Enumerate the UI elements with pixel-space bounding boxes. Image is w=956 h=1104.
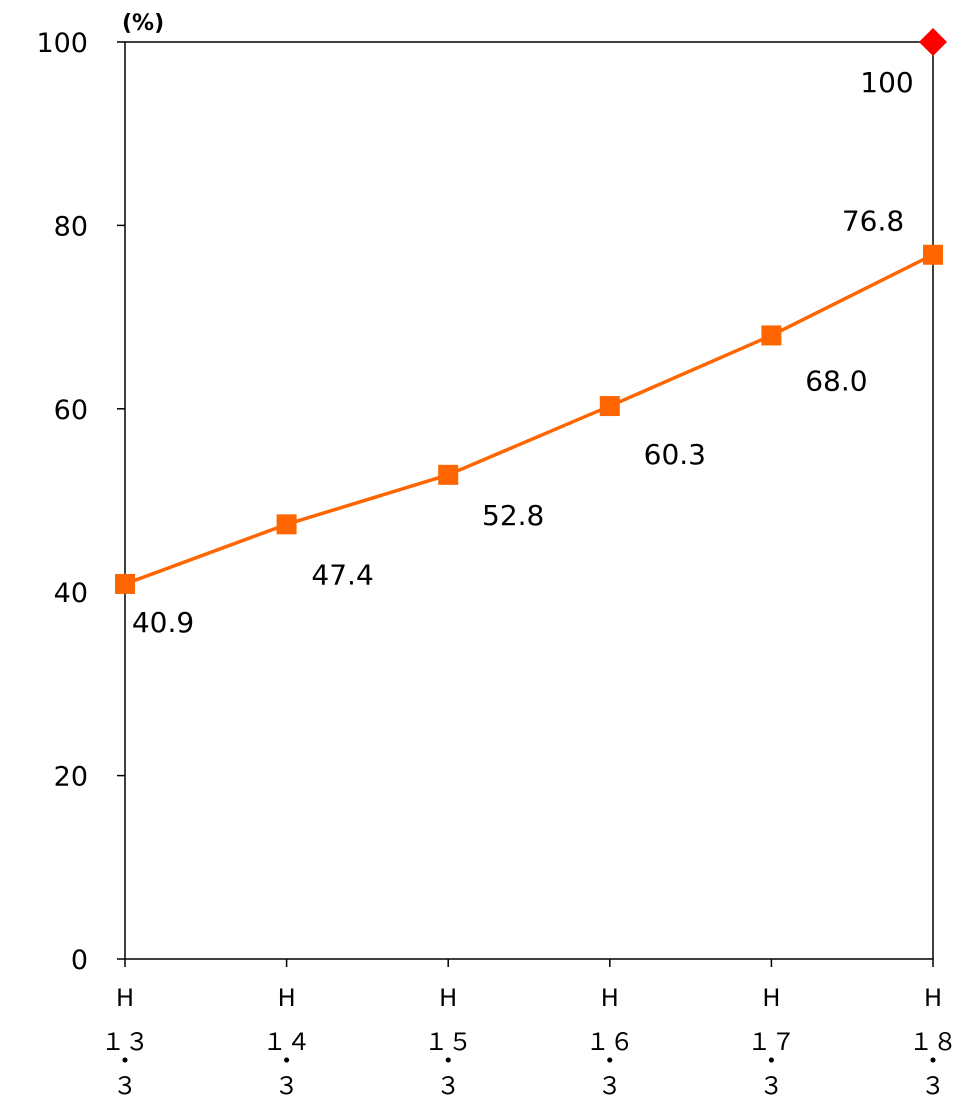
data-label: 47.4 <box>311 558 373 591</box>
x-tick-label: H <box>924 984 942 1012</box>
data-label: 76.8 <box>842 205 904 238</box>
x-tick-label: ・ <box>598 1047 622 1075</box>
x-tick-label: ３ <box>921 1072 945 1100</box>
diamond-marker <box>919 28 947 56</box>
x-tick-label: １４ <box>263 1028 311 1056</box>
series-line-group <box>124 253 934 586</box>
square-marker <box>923 244 943 265</box>
y-tick-label: 60 <box>54 395 88 426</box>
x-tick-label: １７ <box>747 1028 795 1056</box>
x-tick-label: H <box>278 984 296 1012</box>
x-tick-label: ３ <box>759 1072 783 1100</box>
x-tick-label: ・ <box>275 1047 299 1075</box>
x-tick-label: H <box>762 984 780 1012</box>
square-marker <box>599 396 620 417</box>
x-tick-label: ・ <box>436 1047 460 1075</box>
y-tick-label: 100 <box>36 28 88 59</box>
square-marker <box>276 514 297 535</box>
x-tick-label: H <box>439 984 457 1012</box>
axes <box>124 41 934 960</box>
y-axis-ticks: 0 20 40 60 80 100 <box>36 28 125 976</box>
y-unit-label: (%) <box>122 11 164 36</box>
square-marker <box>761 325 782 346</box>
data-label: 100 <box>860 66 913 99</box>
data-label: 68.0 <box>805 364 867 397</box>
data-label: 60.3 <box>644 438 706 471</box>
data-label: 40.9 <box>132 606 194 639</box>
y-tick-label: 0 <box>71 945 88 976</box>
x-tick-label: １５ <box>424 1028 472 1056</box>
y-tick-label: 20 <box>54 762 88 793</box>
x-tick-label: ・ <box>113 1047 137 1075</box>
x-tick-label: １３ <box>101 1028 149 1056</box>
x-tick-label: １６ <box>586 1028 634 1056</box>
x-tick-label: １８ <box>909 1028 956 1056</box>
x-tick-label: ・ <box>921 1047 945 1075</box>
x-tick-label: H <box>116 984 134 1012</box>
square-marker <box>115 573 135 594</box>
x-tick-label: ３ <box>275 1072 299 1100</box>
data-labels: 40.9 47.4 52.8 60.3 68.0 76.8 100 <box>132 66 914 639</box>
x-tick-label: H <box>601 984 619 1012</box>
x-tick-label: ・ <box>759 1047 783 1075</box>
x-tick-label: ３ <box>598 1072 622 1100</box>
y-tick-label: 40 <box>54 578 88 609</box>
x-tick-label: ３ <box>436 1072 460 1100</box>
square-marker <box>438 464 459 485</box>
y-tick-label: 80 <box>54 211 88 242</box>
series-line <box>124 253 934 586</box>
x-tick-label: ３ <box>113 1072 137 1100</box>
plot-frame <box>124 41 934 960</box>
markers <box>115 28 947 594</box>
data-label: 52.8 <box>482 499 544 532</box>
